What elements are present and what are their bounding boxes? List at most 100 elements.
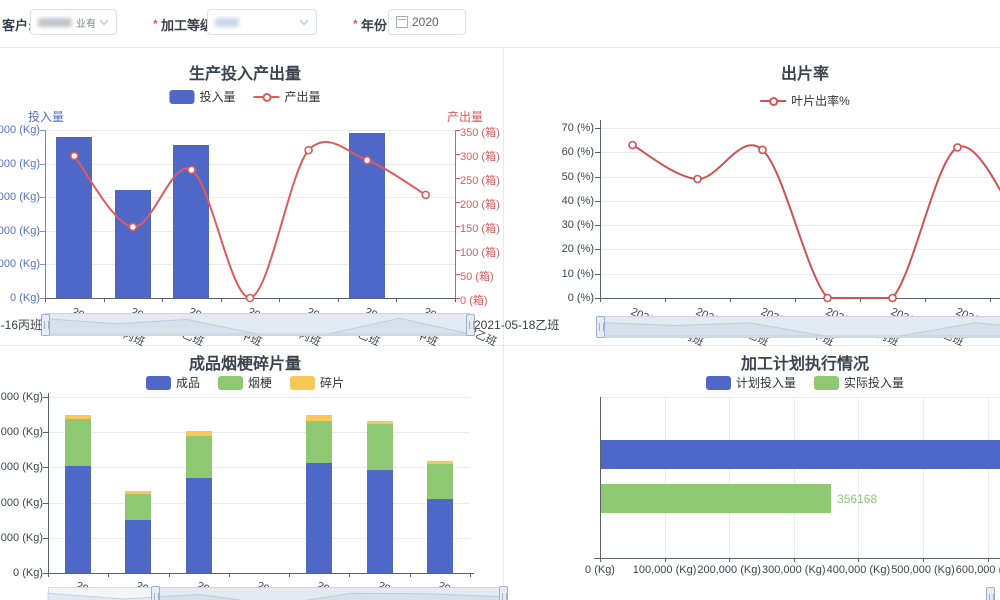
legend-item[interactable]: 碎片 — [290, 374, 344, 391]
axis-tick — [595, 200, 600, 202]
bar-成品 — [125, 520, 152, 573]
year-label: 年份: — [361, 18, 392, 33]
redacted-text — [215, 17, 239, 27]
axis-tick — [665, 298, 666, 302]
legend-line-marker — [760, 95, 787, 107]
y-axis-label: 80,000 (Kg) — [0, 426, 43, 439]
axis-tick — [48, 573, 49, 577]
legend-bar-marker — [814, 375, 839, 390]
x-axis-label: 300,000 (Kg) — [761, 564, 826, 576]
gridline — [600, 225, 1000, 227]
bar-碎片 — [65, 414, 92, 419]
legend-label: 叶片出率% — [791, 94, 850, 108]
divider — [0, 345, 1000, 346]
bar-碎片 — [426, 461, 453, 464]
filter-bar: 客户: 业有限责任公 * 加工等级: * 年份: 2020 — [0, 0, 1000, 47]
gridline — [729, 397, 731, 558]
bar-碎片 — [366, 420, 393, 425]
bar-烟梗 — [125, 493, 152, 521]
legend: 成品 烟梗 碎片 — [145, 374, 344, 391]
gridline — [48, 537, 470, 539]
axis-tick — [600, 298, 601, 302]
y-axis-label: 0 (箱) — [460, 295, 488, 307]
y-axis-label: 100,000 (Kg) — [0, 391, 43, 403]
legend-item[interactable]: 烟梗 — [217, 374, 272, 391]
axis-tick — [43, 432, 48, 434]
axis-tick — [730, 298, 731, 302]
legend-item[interactable]: 计划投入量 — [705, 374, 796, 391]
axis-tick — [396, 298, 398, 302]
customer-select[interactable]: 业有限责任公 — [30, 9, 117, 35]
y-axis-line — [48, 393, 49, 573]
bar-成品 — [366, 470, 393, 573]
legend-item[interactable]: 投入量 — [169, 88, 236, 105]
axis-tick — [455, 130, 460, 131]
y-axis-label: 10 (%) — [561, 267, 594, 280]
x-axis-label: 600,000 (Kg) — [955, 564, 1000, 576]
y-axis-line — [455, 130, 456, 298]
axis-tick — [470, 573, 471, 577]
axis-tick — [860, 298, 861, 302]
y-axis-label: 50 (箱) — [460, 271, 494, 283]
gridline — [45, 197, 455, 199]
axis-tick — [455, 154, 460, 155]
gridline — [793, 397, 795, 558]
gridline — [600, 152, 1000, 154]
y-axis-label: 60,000 (Kg) — [0, 461, 43, 474]
axis-tick — [43, 537, 48, 539]
gridline — [600, 200, 1000, 202]
axis-tick — [595, 273, 600, 275]
gridline — [45, 130, 455, 131]
axis-tick — [595, 128, 600, 129]
y-axis-label: 50 (%) — [561, 170, 594, 183]
customer-value: 业有限责任公 — [76, 18, 95, 30]
datazoom-handle-left[interactable] — [151, 586, 160, 600]
axis-tick — [664, 558, 666, 562]
y-axis-line — [600, 120, 601, 298]
y-axis-label: 0 (Kg) — [10, 292, 40, 304]
legend-label: 计划投入量 — [735, 376, 796, 390]
datazoom-handle-right[interactable] — [499, 586, 508, 600]
datazoom-handle-right[interactable] — [986, 587, 995, 600]
line-marker — [421, 190, 431, 200]
axis-tick — [729, 558, 731, 562]
y-axis-label: 40,000 (Kg) — [0, 496, 43, 509]
x-axis-line — [594, 558, 1000, 559]
y-axis-label: 80,000 (Kg) — [0, 157, 40, 170]
datazoom-handle-right[interactable] — [466, 313, 475, 336]
x-axis-label: 100,000 (Kg) — [632, 564, 697, 576]
gridline — [45, 163, 455, 165]
legend-item[interactable]: 实际投入量 — [814, 374, 904, 391]
legend-item[interactable]: 叶片出率% — [760, 92, 850, 109]
axis-tick — [168, 573, 170, 577]
axis-tick — [162, 298, 164, 302]
legend-item[interactable]: 成品 — [145, 374, 200, 391]
legend-item[interactable]: 产出量 — [253, 88, 321, 105]
axis-tick — [600, 558, 601, 562]
axis-tick — [40, 230, 45, 232]
grade-select[interactable] — [207, 9, 317, 35]
datazoom-shadow — [47, 592, 504, 600]
grade-label: 加工等级: — [161, 18, 218, 33]
axis-tick — [43, 467, 48, 469]
x-axis-label: 400,000 (Kg) — [826, 564, 891, 576]
axis-tick — [43, 397, 48, 398]
y-axis-label: 20,000 (Kg) — [0, 531, 43, 544]
legend-label: 碎片 — [320, 376, 345, 390]
axis-tick — [43, 573, 48, 574]
axis-tick — [595, 176, 600, 178]
y-axis-label: 0 (Kg) — [13, 567, 43, 579]
axis-tick — [45, 298, 46, 302]
gridline — [48, 397, 470, 398]
bar-计划投入量 — [601, 440, 1000, 469]
bar-烟梗 — [366, 424, 393, 471]
line-marker — [245, 293, 255, 303]
y-axis-label: 60 (%) — [561, 146, 594, 159]
bar-烟梗 — [185, 435, 212, 478]
datazoom-handle-left[interactable] — [596, 316, 605, 338]
y-axis-label: 100 (箱) — [460, 247, 500, 259]
year-input[interactable]: 2020 — [388, 9, 466, 35]
datazoom-handle-left[interactable] — [41, 313, 50, 336]
